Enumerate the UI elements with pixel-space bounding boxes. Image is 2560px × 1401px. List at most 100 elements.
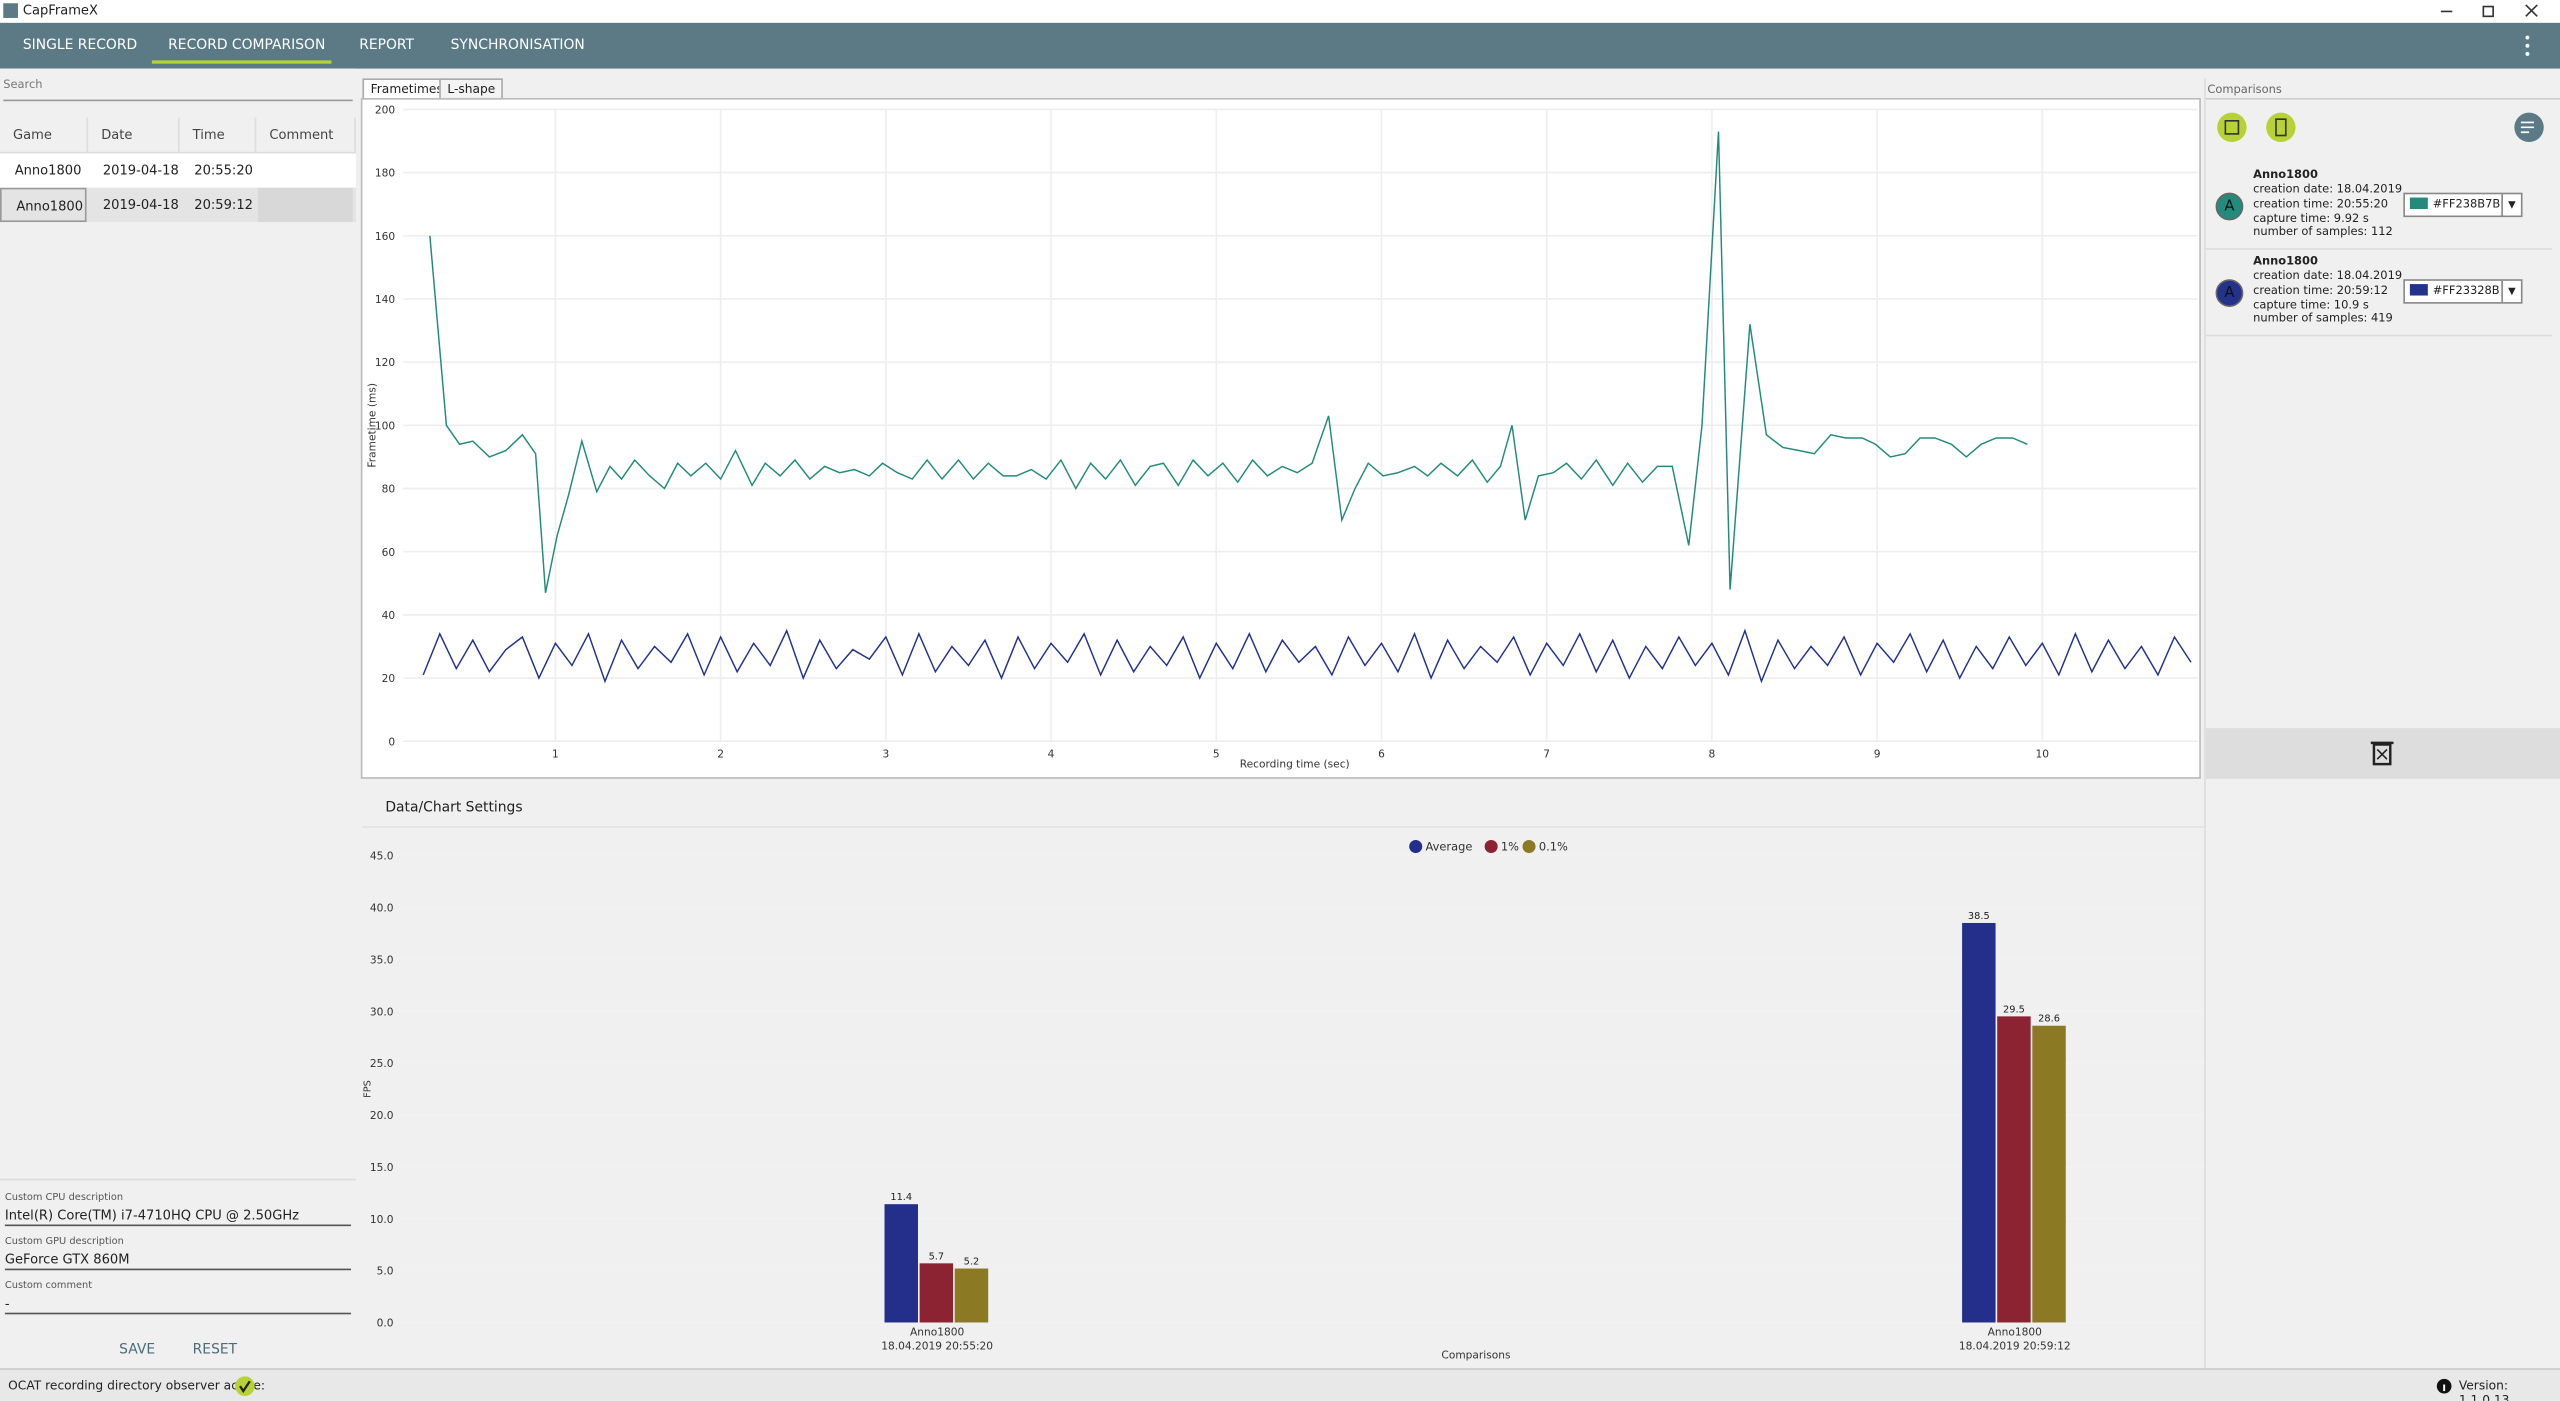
color-picker[interactable]: #FF238B7B ▼	[2403, 192, 2523, 218]
legend-label: 0.1%	[1539, 840, 1568, 854]
nav-item[interactable]: SYNCHRONISATION	[450, 37, 585, 54]
record-info: creation date: 18.04.2019	[2253, 269, 2403, 283]
y-tick-label: 140	[375, 293, 396, 306]
title-bar: CapFrameX	[0, 0, 2560, 23]
menu-button[interactable]	[2521, 34, 2534, 57]
game-name: Anno1800	[2253, 254, 2318, 268]
nav-bar: SINGLE RECORD RECORD COMPARISON REPORT S…	[0, 22, 2560, 69]
table-header: Game Date Time Comment	[0, 117, 356, 154]
column-header[interactable]: Time	[180, 117, 257, 152]
data-label: 38.5	[1968, 911, 1990, 922]
field-label: Custom CPU description	[4, 1191, 124, 1204]
x-tick-label: 5	[1213, 748, 1220, 761]
x-tick-label: 4	[1048, 748, 1055, 761]
legend-label: Average	[1426, 840, 1473, 854]
y-tick-label: 0.0	[377, 1317, 394, 1330]
y-tick-label: 15.0	[370, 1161, 394, 1174]
panel-header: Comparisons	[2207, 83, 2282, 97]
save-button[interactable]: SAVE	[119, 1342, 156, 1359]
bar	[1997, 1016, 2031, 1323]
field-input[interactable]: Intel(R) Core(TM) i7-4710HQ CPU @ 2.50GH…	[4, 1208, 352, 1227]
x-tick-label: 9	[1874, 748, 1881, 761]
x-tick-label: 18.04.2019 20:55:20	[881, 1339, 993, 1352]
status-ok-icon	[235, 1376, 255, 1396]
cell: 2019-04-18	[102, 163, 179, 178]
status-text: OCAT recording directory observer active…	[8, 1377, 266, 1393]
record-info: creation date: 18.04.2019	[2253, 182, 2403, 196]
record-info: capture time: 9.92 s	[2253, 211, 2369, 225]
bar	[954, 1268, 989, 1323]
y-tick-label: 200	[375, 103, 396, 116]
x-tick-label: 2	[717, 748, 724, 761]
bar	[919, 1263, 954, 1323]
game-name: Anno1800	[2253, 168, 2318, 182]
field-input[interactable]: -	[4, 1296, 352, 1315]
comparison-item: A Anno1800 creation date: 18.04.2019 creati…	[2205, 250, 2552, 337]
window-controls[interactable]	[2425, 0, 2556, 23]
column-header[interactable]: Game	[0, 117, 89, 152]
x-tick-label: Anno1800	[910, 1326, 964, 1339]
cell: 20:59:12	[194, 197, 253, 213]
x-axis-label: Recording time (sec)	[1240, 757, 1350, 770]
y-tick-label: 10.0	[370, 1213, 394, 1226]
data-label: 28.6	[2038, 1014, 2060, 1025]
nav-item[interactable]: REPORT	[359, 37, 415, 54]
column-header[interactable]: Comment	[256, 117, 356, 152]
data-label: 11.4	[890, 1192, 912, 1203]
y-axis-label: FPS	[363, 1080, 374, 1098]
tab[interactable]: Frametimes	[362, 78, 452, 102]
search-box[interactable]: Search	[3, 78, 353, 102]
tab[interactable]: L-shape	[439, 78, 504, 102]
version-text: Version: 1.1.0.13	[2458, 1377, 2510, 1401]
x-tick-label: Anno1800	[1988, 1326, 2042, 1339]
y-tick-label: 180	[375, 167, 396, 180]
table-row[interactable]: Anno1800 2019-04-18 20:55:20	[0, 153, 356, 188]
info-icon	[2436, 1378, 2452, 1394]
nav-item[interactable]: RECORD COMPARISON	[168, 37, 326, 54]
y-tick-label: 45.0	[370, 850, 394, 863]
y-tick-label: 25.0	[370, 1057, 394, 1070]
color-picker[interactable]: #FF23328B ▼	[2403, 279, 2523, 304]
y-tick-label: 20.0	[370, 1109, 394, 1122]
avatar: A	[2215, 192, 2244, 221]
y-tick-label: 100	[375, 419, 396, 432]
bar	[2032, 1025, 2066, 1323]
field-label: Custom GPU description	[4, 1235, 124, 1248]
x-tick-label: 7	[1543, 748, 1550, 761]
settings-expander[interactable]: Data/Chart Settings	[362, 790, 2548, 828]
settings-title: Data/Chart Settings	[385, 800, 523, 817]
field-input[interactable]: GeForce GTX 860M	[4, 1252, 352, 1271]
column-header[interactable]: Date	[88, 117, 180, 152]
frametime-chart: 0 20 40 60 80 100 120 140 160 180 200 1 2 3 4 5 6 7 8 9 10 Re…	[360, 97, 2201, 779]
data-label: 29.5	[2003, 1004, 2025, 1015]
dropdown-arrow: ▼	[2501, 194, 2521, 216]
color-swatch	[2409, 284, 2428, 296]
table-row[interactable]: Anno1800 2019-04-18 20:59:12	[0, 187, 356, 223]
x-tick-label: 1	[552, 748, 559, 761]
data-label: 5.7	[929, 1251, 945, 1262]
window-title: CapFrameX	[22, 3, 98, 18]
color-code: #FF238B7B	[2432, 197, 2501, 211]
cell: 2019-04-18	[102, 197, 179, 213]
color-code: #FF23328B	[2432, 284, 2500, 298]
record-panel: Search Game Date Time Comment Anno1800 2…	[0, 68, 356, 1369]
record-info: creation time: 20:59:12	[2253, 283, 2389, 297]
y-tick-label: 0	[388, 735, 395, 748]
cell	[257, 187, 353, 223]
bar	[1962, 922, 1996, 1323]
delete-button[interactable]	[2370, 740, 2394, 766]
x-tick-label: 6	[1378, 748, 1385, 761]
legend-marker	[1409, 840, 1423, 854]
nav-item[interactable]: SINGLE RECORD	[22, 37, 138, 54]
avatar: A	[2215, 279, 2244, 307]
record-info: number of samples: 419	[2253, 312, 2393, 326]
y-tick-label: 160	[375, 230, 396, 243]
toolbar[interactable]	[2216, 111, 2556, 144]
bar	[884, 1204, 918, 1323]
status-bar: OCAT recording directory observer active…	[0, 1368, 2560, 1401]
divider	[2205, 97, 2560, 100]
reset-button[interactable]: RESET	[192, 1342, 238, 1359]
x-axis-label: Comparisons	[1441, 1348, 1511, 1361]
data-label: 5.2	[964, 1256, 980, 1267]
